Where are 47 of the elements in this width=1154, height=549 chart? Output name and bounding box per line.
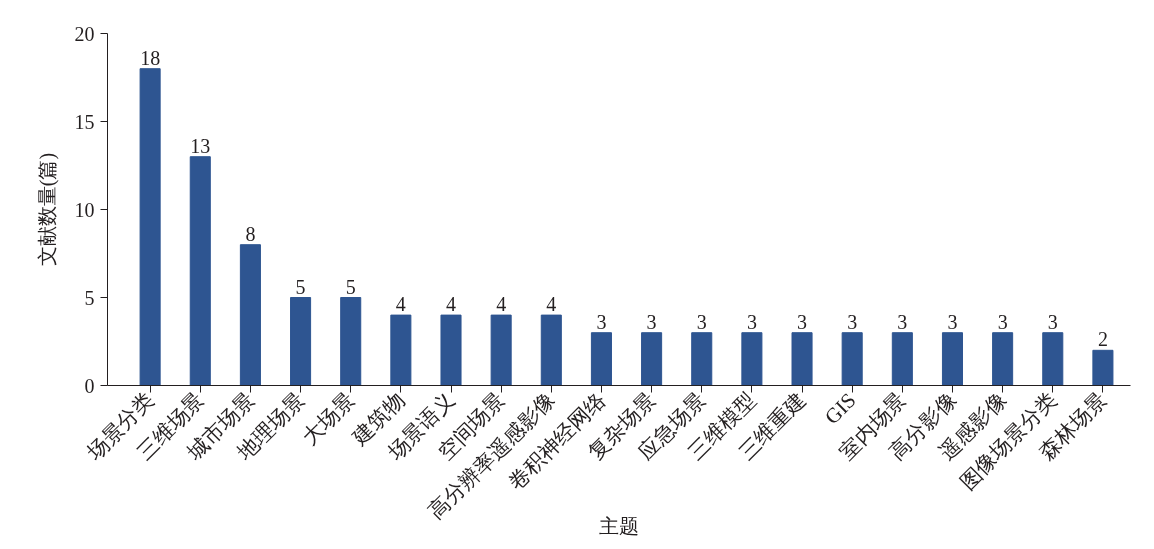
- y-tick-label: 5: [84, 286, 95, 309]
- data-label: 3: [646, 310, 657, 333]
- data-label: 3: [847, 310, 858, 333]
- bar: [841, 332, 863, 386]
- data-label: 3: [1047, 310, 1058, 333]
- bar: [691, 332, 713, 386]
- data-label: 2: [1097, 328, 1108, 351]
- x-axis-title: 主题: [599, 515, 639, 538]
- data-label: 3: [947, 310, 958, 333]
- data-label: 3: [746, 310, 757, 333]
- bar: [941, 332, 964, 386]
- data-label: 3: [797, 310, 808, 333]
- data-label: 3: [997, 310, 1008, 333]
- data-label: 8: [245, 222, 256, 245]
- bar: [189, 156, 211, 386]
- bar: [641, 332, 663, 386]
- bar: [290, 297, 312, 386]
- bar: [239, 244, 261, 386]
- bar: [1092, 349, 1114, 386]
- bar: [891, 332, 913, 386]
- bar: [490, 314, 512, 386]
- y-tick-label: 10: [74, 198, 95, 221]
- bar: [540, 314, 562, 386]
- data-label: 3: [596, 310, 607, 333]
- y-tick-label: 15: [74, 110, 95, 133]
- bar: [390, 314, 412, 386]
- data-label: 3: [696, 310, 707, 333]
- bar: [590, 332, 612, 386]
- data-label: 4: [546, 293, 557, 316]
- y-tick-label: 0: [84, 374, 95, 397]
- data-label: 13: [190, 134, 211, 157]
- bar: [791, 332, 813, 386]
- bar: [741, 332, 763, 386]
- data-label: 18: [140, 46, 161, 69]
- data-label: 3: [897, 310, 908, 333]
- bar: [340, 297, 362, 386]
- bar: [1042, 332, 1064, 386]
- bar: [139, 68, 161, 386]
- y-tick-label: 20: [74, 22, 95, 45]
- data-label: 5: [295, 275, 306, 298]
- data-label: 4: [395, 293, 406, 316]
- data-label: 4: [446, 293, 457, 316]
- bar: [992, 332, 1014, 386]
- bar: [440, 314, 462, 386]
- data-label: 4: [496, 293, 507, 316]
- data-label: 5: [345, 275, 356, 298]
- y-axis-title: 文献数量(篇): [35, 152, 59, 267]
